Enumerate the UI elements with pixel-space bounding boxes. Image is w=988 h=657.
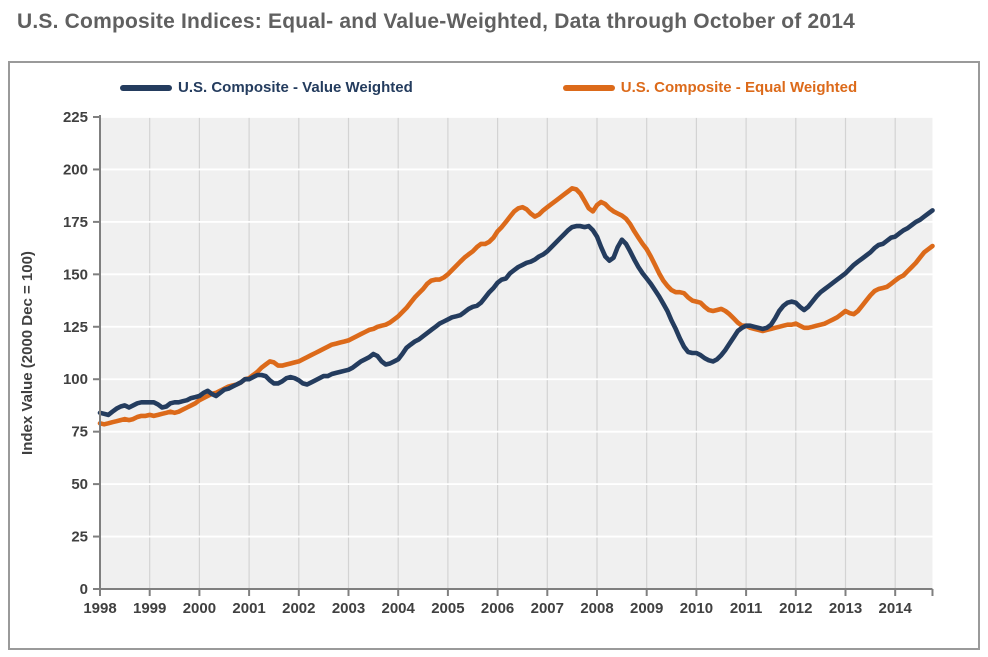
x-tick-label: 2010: [680, 600, 713, 617]
x-tick-label: 2003: [332, 600, 365, 617]
y-axis-title: Index Value (2000 Dec = 100): [19, 251, 36, 455]
y-tick-label: 25: [71, 529, 88, 546]
value-weighted-line-swatch: [120, 84, 172, 91]
x-tick-label: 2006: [481, 600, 514, 617]
y-tick-label: 125: [63, 319, 88, 336]
x-tick-label: 2007: [531, 600, 564, 617]
y-tick-label: 50: [71, 476, 88, 493]
chart-title: U.S. Composite Indices: Equal- and Value…: [17, 10, 856, 33]
x-tick-label: 2002: [282, 600, 315, 617]
y-tick-label: 225: [63, 109, 88, 126]
x-tick-label: 1999: [133, 600, 166, 617]
plot-area: [100, 117, 933, 589]
y-tick-label: 0: [80, 581, 88, 598]
series-line-value-weighted: [97, 208, 935, 418]
x-tick-label: 2005: [431, 600, 464, 617]
y-tick-label: 200: [63, 161, 88, 178]
x-tick-label: 1998: [83, 600, 116, 617]
chart-frame: U.S. Composite - Value Weighted U.S. Com…: [8, 61, 980, 650]
y-tick-label: 75: [71, 424, 88, 441]
x-tick-label: 2004: [382, 600, 416, 617]
x-tick-label: 2014: [879, 600, 913, 617]
x-tick-label: 2013: [829, 600, 862, 617]
x-tick-label: 2012: [779, 600, 812, 617]
legend-label-value-weighted: U.S. Composite - Value Weighted: [178, 79, 413, 96]
legend-label-equal-weighted: U.S. Composite - Equal Weighted: [620, 79, 858, 96]
x-tick-label: 2009: [630, 600, 663, 617]
y-tick-label: 150: [63, 266, 88, 283]
legend-item-equal-weighted: U.S. Composite - Equal Weighted: [562, 79, 858, 96]
plot-canvas: 0 25 50 75 100 125 150 175 200 225 1998 1999 2000 200…: [19, 109, 935, 617]
legend-item-value-weighted: U.S. Composite - Value Weighted: [120, 79, 413, 96]
y-tick-label: 100: [63, 371, 88, 388]
equal-weighted-line-swatch: [562, 84, 615, 91]
y-tick-label: 175: [63, 214, 88, 231]
x-tick-label: 2008: [580, 600, 613, 617]
x-tick-label: 2001: [232, 600, 265, 617]
x-tick-label: 2011: [730, 600, 763, 617]
x-tick-label: 2000: [183, 600, 216, 617]
chart-legend: U.S. Composite - Value Weighted U.S. Com…: [10, 79, 978, 96]
